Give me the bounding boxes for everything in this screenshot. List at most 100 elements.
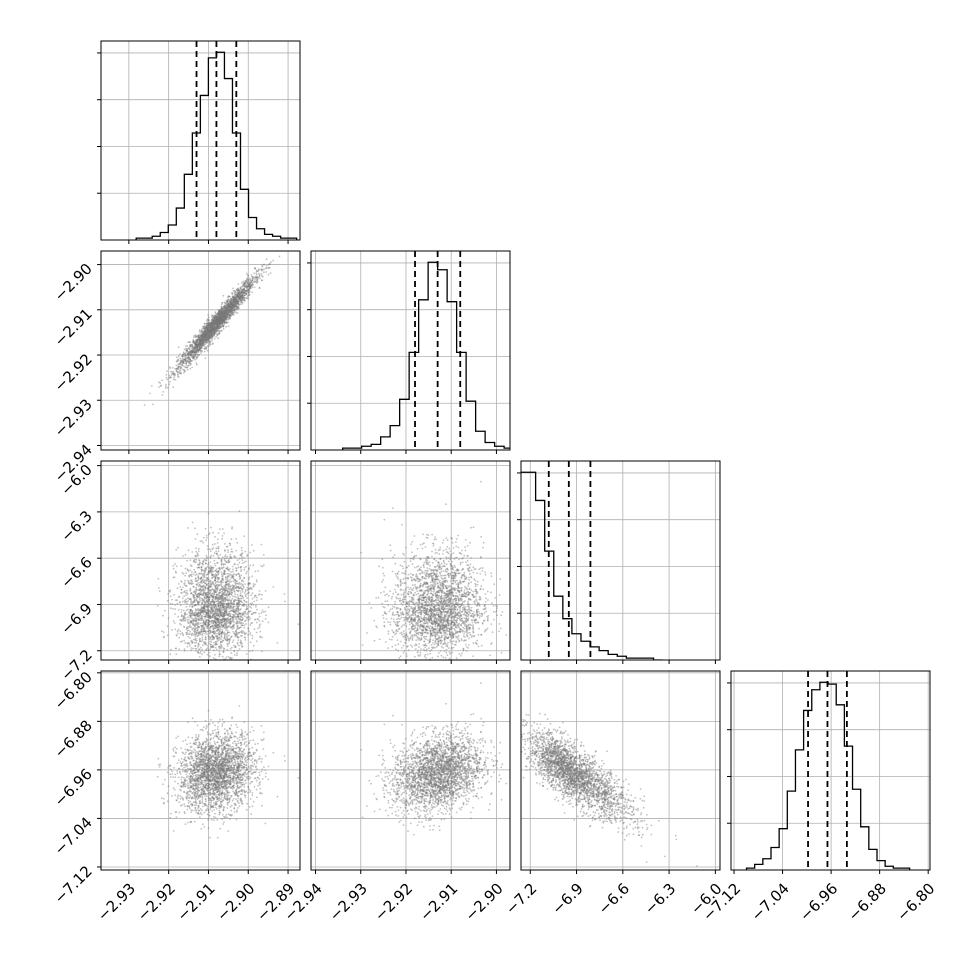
sample-point <box>221 319 223 322</box>
sample-point <box>243 282 246 284</box>
sample-point <box>216 318 218 321</box>
sample-point <box>238 293 241 296</box>
sample-point <box>211 329 214 332</box>
sample-point <box>219 322 221 325</box>
sample-point <box>207 582 210 585</box>
scatter-points <box>156 510 300 660</box>
sample-point <box>207 533 210 536</box>
sample-point <box>207 335 210 338</box>
sample-point <box>233 644 236 647</box>
sample-point <box>233 297 236 300</box>
sample-point <box>185 364 188 367</box>
sample-point <box>209 561 212 564</box>
sample-point <box>207 320 209 323</box>
sample-point <box>243 592 246 594</box>
sample-point <box>219 308 222 311</box>
sample-point <box>236 296 239 298</box>
sample-point <box>216 624 219 627</box>
sample-point <box>214 321 216 323</box>
sample-point <box>217 322 220 324</box>
sample-point <box>179 368 182 370</box>
sample-point <box>213 322 216 325</box>
sample-point <box>221 321 224 323</box>
sample-point <box>208 322 210 325</box>
sample-point <box>210 331 213 333</box>
sample-point <box>239 288 242 290</box>
sample-point <box>209 626 212 628</box>
sample-point <box>215 326 218 329</box>
sample-point <box>246 278 249 281</box>
sample-point <box>219 319 222 322</box>
sample-point <box>194 341 197 344</box>
sample-point <box>239 287 242 289</box>
sample-point <box>210 329 213 332</box>
sample-point <box>210 326 213 329</box>
sample-point <box>213 334 216 337</box>
sample-point <box>208 333 211 336</box>
sample-point <box>205 336 208 339</box>
sample-point <box>203 331 206 334</box>
sample-point <box>234 290 237 293</box>
sample-point <box>185 354 188 357</box>
sample-point <box>215 324 218 326</box>
sample-point <box>222 327 225 330</box>
sample-point <box>202 336 204 339</box>
sample-point <box>245 623 247 625</box>
sample-point <box>203 337 205 340</box>
sample-point <box>237 296 240 298</box>
sample-point <box>212 321 215 324</box>
sample-point <box>214 316 217 319</box>
sample-point <box>206 326 208 329</box>
sample-point <box>205 333 208 336</box>
sample-point <box>222 320 224 322</box>
sample-point <box>238 295 241 298</box>
sample-point <box>212 325 215 328</box>
sample-point <box>236 620 239 623</box>
sample-point <box>220 640 223 643</box>
sample-point <box>209 325 212 328</box>
sample-point <box>252 276 255 279</box>
sample-point <box>224 307 226 309</box>
sample-point <box>209 334 212 336</box>
sample-point <box>210 332 213 334</box>
sample-point <box>229 568 231 570</box>
sample-point <box>244 281 247 283</box>
sample-point <box>207 329 209 332</box>
sample-point <box>210 332 212 335</box>
sample-point <box>237 306 239 309</box>
sample-point <box>239 288 242 290</box>
sample-point <box>188 347 190 349</box>
sample-point <box>246 553 249 556</box>
sample-point <box>184 567 187 570</box>
sample-point <box>234 297 237 299</box>
sample-point <box>177 371 180 374</box>
sample-point <box>213 317 216 320</box>
sample-point <box>251 592 254 595</box>
sample-point <box>190 343 192 346</box>
sample-point <box>241 549 243 552</box>
sample-point <box>235 293 238 296</box>
sample-point <box>230 304 233 307</box>
sample-point <box>216 319 219 321</box>
sample-point <box>194 354 197 356</box>
sample-point <box>191 350 193 353</box>
sample-point <box>256 276 259 278</box>
sample-point <box>240 621 242 624</box>
sample-point <box>206 548 209 551</box>
sample-point <box>212 600 214 602</box>
sample-point <box>196 345 199 348</box>
sample-point <box>245 572 247 575</box>
sample-point <box>201 333 203 336</box>
sample-point <box>199 343 202 346</box>
sample-point <box>201 602 203 605</box>
sample-point <box>199 640 201 643</box>
sample-point <box>216 322 219 325</box>
sample-point <box>229 579 231 581</box>
sample-point <box>196 349 199 352</box>
sample-point <box>178 648 181 651</box>
sample-point <box>207 512 210 515</box>
sample-point <box>223 317 226 320</box>
sample-point <box>188 358 191 361</box>
sample-point <box>169 595 172 598</box>
sample-point <box>195 362 198 364</box>
